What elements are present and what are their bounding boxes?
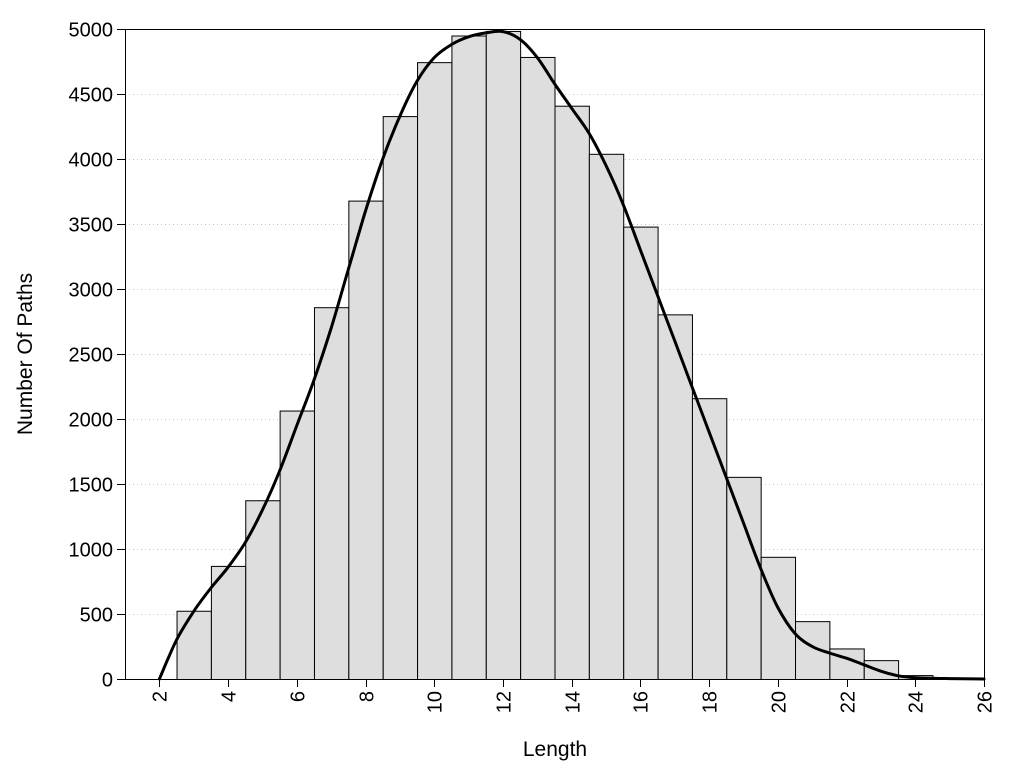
x-tick-label: 6 [288, 691, 310, 702]
y-tick-label: 3500 [69, 215, 114, 237]
histogram-bar [726, 476, 762, 680]
x-tick-label: 24 [906, 691, 928, 713]
x-tick-label: 2 [150, 691, 172, 702]
y-tick-label: 4000 [69, 150, 114, 172]
x-axis-label: Length [523, 738, 587, 761]
histogram-bar [623, 226, 659, 680]
y-tick-label: 3000 [69, 280, 114, 302]
x-tick-label: 14 [563, 691, 585, 713]
x-tick-label: 26 [975, 691, 997, 713]
plot-frame [125, 29, 985, 680]
y-tick-label: 2000 [69, 410, 114, 432]
histogram-bar [348, 200, 384, 680]
histogram-bar [382, 116, 419, 681]
y-tick-label: 5000 [69, 20, 114, 42]
histogram-bar [691, 398, 728, 680]
histogram-bar [760, 556, 797, 680]
y-tick-label: 4500 [69, 85, 114, 107]
y-axis-label: Number Of Paths [14, 273, 37, 435]
x-tick-label: 4 [219, 691, 241, 702]
x-tick-label: 8 [357, 691, 379, 702]
histogram-bar [176, 610, 212, 680]
x-tick-label: 22 [838, 691, 860, 713]
y-tick-label: 1500 [69, 475, 114, 497]
histogram-bar [313, 307, 350, 680]
histogram-bar [245, 500, 281, 680]
y-tick-label: 0 [102, 670, 113, 692]
histogram-bar [657, 314, 693, 680]
x-tick-label: 20 [769, 691, 791, 713]
histogram-bar [485, 30, 522, 680]
y-tick-label: 2500 [69, 345, 114, 367]
y-tick-label: 1000 [69, 540, 114, 562]
x-tick-label: 16 [631, 691, 653, 713]
histogram-bar [279, 410, 315, 680]
histogram-bar [554, 105, 590, 680]
histogram-bar [451, 35, 487, 680]
bars [176, 30, 968, 681]
x-tick-label: 12 [494, 691, 516, 713]
histogram-bar [210, 565, 247, 681]
histogram-bar [588, 153, 625, 681]
density-curve [157, 29, 986, 681]
x-tick-label: 18 [700, 691, 722, 713]
histogram-bar [520, 56, 556, 680]
y-tick-label: 500 [80, 605, 113, 627]
x-tick-label: 10 [425, 691, 447, 713]
x-axis-tick-labels: 2 4 6 8 10 12 14 16 18 20 22 24 26 [150, 691, 997, 713]
axis-ticks [117, 29, 985, 687]
histogram-bar [417, 62, 453, 680]
y-axis-tick-labels: 0 500 1000 1500 2000 2500 3000 3500 4000 4500 5000 [69, 20, 114, 692]
